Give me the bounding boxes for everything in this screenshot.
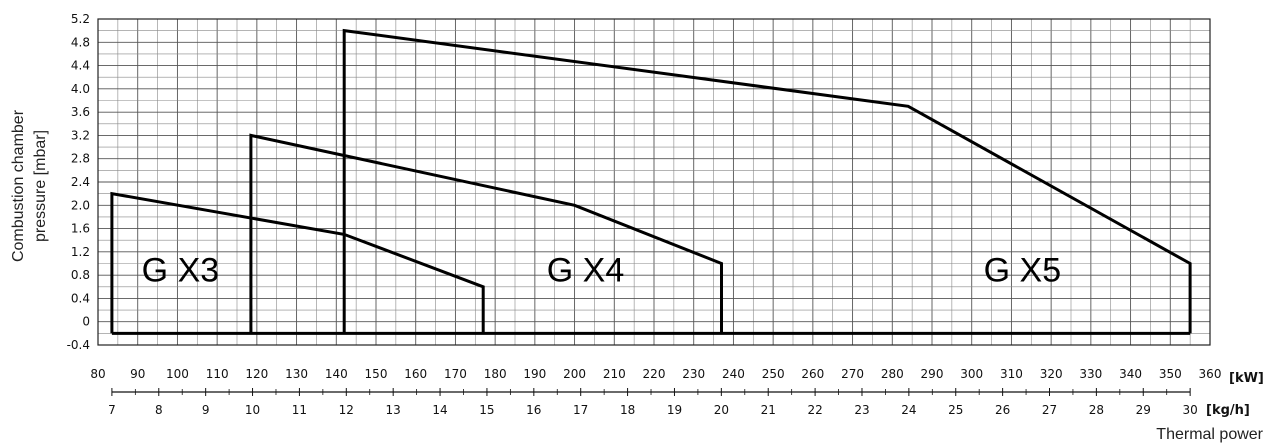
- plot-frame: [97, 18, 1211, 346]
- kgh-tick-label: 13: [386, 403, 401, 417]
- kgh-tick-label: 16: [526, 403, 541, 417]
- y-axis-title-line2: pressure [mbar]: [32, 130, 49, 242]
- y-tick-label: 3.6: [71, 105, 90, 119]
- kgh-tick-label: 19: [667, 403, 682, 417]
- y-tick-label: 4.0: [71, 82, 90, 96]
- series-line-g-x5: [342, 28, 1192, 334]
- x-tick-label-kw: 280: [881, 367, 904, 381]
- x-tick-label-kw: 310: [1000, 367, 1023, 381]
- y-tick-label: 4.8: [71, 35, 90, 49]
- x-tick-label-kw: 130: [285, 367, 308, 381]
- x-tick-label-kw: 200: [563, 367, 586, 381]
- x-tick-label-kw: 120: [245, 367, 268, 381]
- x-tick-label-kw: 220: [643, 367, 666, 381]
- x-tick-label-kw: 210: [603, 367, 626, 381]
- x-tick-label-kw: 110: [206, 367, 229, 381]
- x-tick-label-kw: 80: [90, 367, 105, 381]
- zone-label-g-x4: G X4: [547, 251, 624, 289]
- y-tick-label: 1.6: [71, 222, 90, 236]
- x-tick-label-kw: 190: [523, 367, 546, 381]
- kgh-tick-label: 18: [620, 403, 635, 417]
- x-tick-label-kw: 160: [404, 367, 427, 381]
- x-tick-label-kw: 170: [444, 367, 467, 381]
- y-tick-label: 2.4: [71, 175, 90, 189]
- x-tick-label-kw: 140: [325, 367, 348, 381]
- y-axis-title-line1: Combustion chamber: [10, 109, 27, 262]
- kgh-tick-label: 22: [807, 403, 822, 417]
- plot-grid: [97, 18, 1211, 346]
- x-tick-label-kw: 180: [484, 367, 507, 381]
- kgh-axis: 7 8 9 10 11 12 13 14 15 16 17 18 19 20 21 22 23 24 25 26 27 2…: [108, 388, 1198, 417]
- x-tick-label-kw: 90: [130, 367, 145, 381]
- y-tick-label: 3.2: [71, 128, 90, 142]
- kgh-tick-label: 23: [854, 403, 869, 417]
- y-tick-label: -0.4: [67, 338, 90, 352]
- zone-labels: G X3 G X4 G X5: [142, 251, 1061, 289]
- y-tick-label: 5.2: [71, 12, 90, 26]
- kgh-tick-label: 7: [108, 403, 116, 417]
- kgh-tick-label: 11: [292, 403, 307, 417]
- x-tick-label-kw: 360: [1199, 367, 1222, 381]
- zone-label-g-x3: G X3: [142, 251, 219, 289]
- kgh-tick-label: 15: [479, 403, 494, 417]
- zone-label-g-x5: G X5: [984, 251, 1061, 289]
- y-tick-labels: 5.2 4.8 4.4 4.0 3.6 3.2 2.8 2.4 2.0 1.6 1.2 0.8 0.4 0…: [67, 12, 90, 352]
- x-tick-label-kw: 230: [682, 367, 705, 381]
- kgh-tick-label: 24: [901, 403, 916, 417]
- y-tick-label: 1.2: [71, 245, 90, 259]
- x-tick-label-kw: 100: [166, 367, 189, 381]
- x-tick-label-kw: 150: [365, 367, 388, 381]
- kgh-tick-label: 21: [761, 403, 776, 417]
- x-tick-label-kw: 250: [762, 367, 785, 381]
- series-line-g-x4: [249, 133, 723, 334]
- kgh-tick-label: 30: [1183, 403, 1198, 417]
- kgh-tick-label: 17: [573, 403, 588, 417]
- kgh-tick-label: 29: [1136, 403, 1151, 417]
- x-tick-label-kw: 350: [1159, 367, 1182, 381]
- working-field-curves: [110, 28, 1192, 335]
- x-unit-kgh: [kg/h]: [1206, 403, 1250, 418]
- x-unit-kw: [kW]: [1229, 371, 1264, 386]
- y-tick-label: 0: [82, 315, 90, 329]
- kgh-tick-label: 20: [714, 403, 729, 417]
- kgh-tick-label: 10: [245, 403, 260, 417]
- x-tick-label-kw: 270: [841, 367, 864, 381]
- x-tick-label-kw: 330: [1079, 367, 1102, 381]
- kgh-tick-label: 14: [432, 403, 447, 417]
- x-tick-label-kw: 290: [921, 367, 944, 381]
- kgh-tick-label: 25: [948, 403, 963, 417]
- x-axis-title: Thermal power: [1156, 426, 1263, 443]
- x-tick-label-kw: 240: [722, 367, 745, 381]
- kgh-tick-label: 26: [995, 403, 1010, 417]
- y-tick-label: 2.8: [71, 152, 90, 166]
- x-tick-label-kw: 300: [960, 367, 983, 381]
- kgh-tick-label: 27: [1042, 403, 1057, 417]
- x-tick-label-kw: 340: [1119, 367, 1142, 381]
- y-tick-label: 4.4: [71, 59, 90, 73]
- x-tick-label-kw: 320: [1040, 367, 1063, 381]
- x-tick-labels-kw: 80 90 100 110 120 130 140 150 160 170 180 190 200 210…: [90, 367, 1221, 381]
- kgh-tick-label: 12: [339, 403, 354, 417]
- y-tick-label: 2.0: [71, 198, 90, 212]
- y-tick-label: 0.4: [71, 291, 90, 305]
- kgh-tick-label: 9: [202, 403, 210, 417]
- kgh-tick-label: 8: [155, 403, 163, 417]
- y-tick-label: 0.8: [71, 268, 90, 282]
- x-tick-label-kw: 260: [801, 367, 824, 381]
- kgh-tick-label: 28: [1089, 403, 1104, 417]
